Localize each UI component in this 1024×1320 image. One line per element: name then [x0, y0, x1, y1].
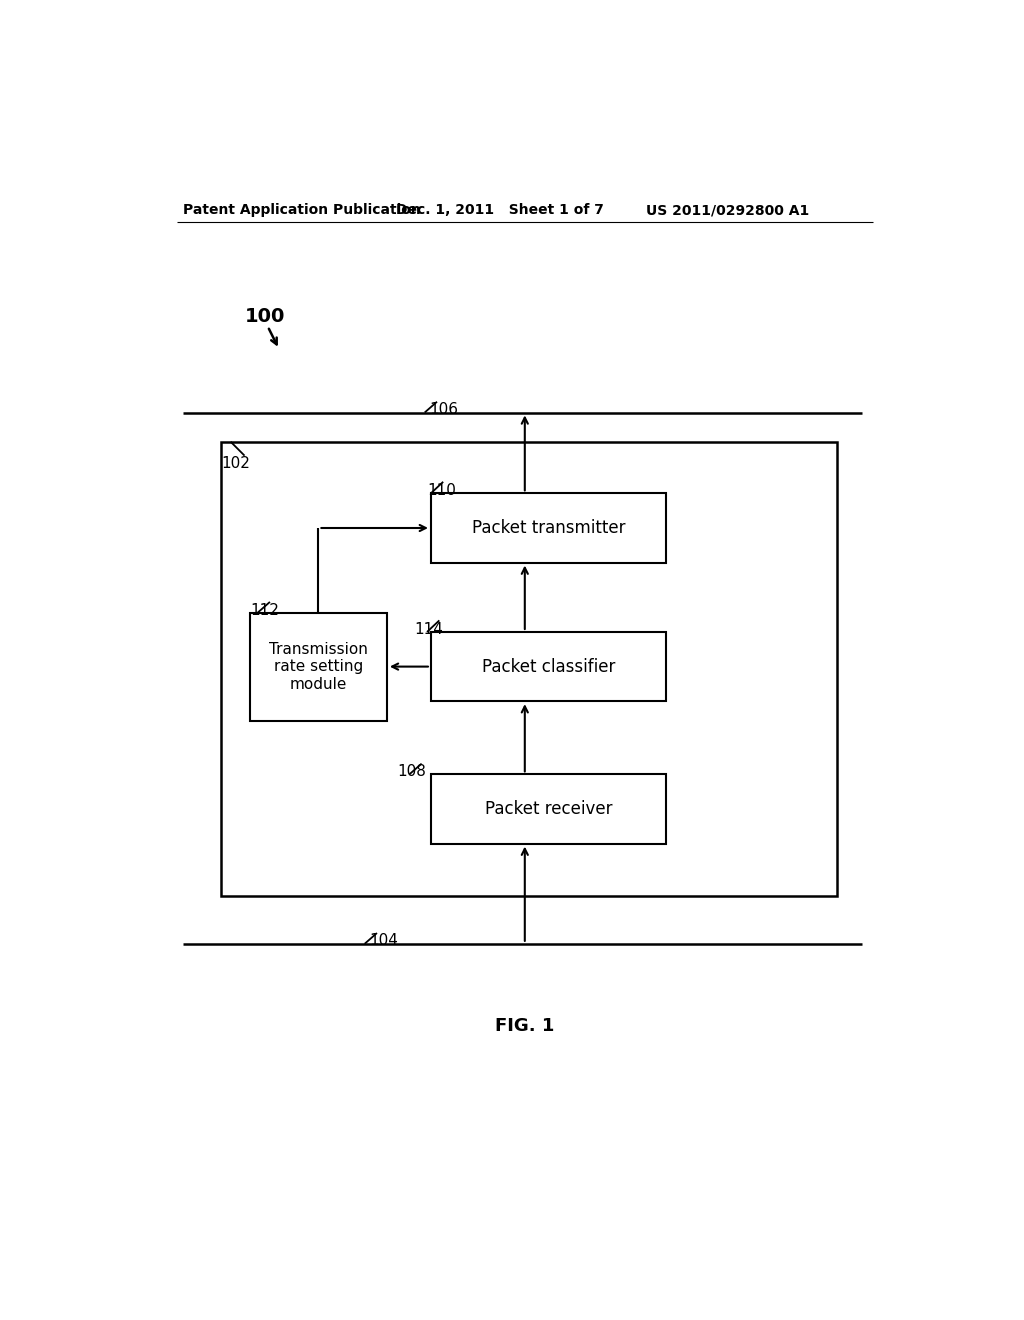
- Text: 104: 104: [370, 933, 398, 948]
- Text: Transmission
rate setting
module: Transmission rate setting module: [269, 642, 368, 692]
- Bar: [431, 494, 666, 562]
- Text: 102: 102: [221, 457, 250, 471]
- Text: Patent Application Publication: Patent Application Publication: [183, 203, 421, 216]
- Text: US 2011/0292800 A1: US 2011/0292800 A1: [646, 203, 810, 216]
- Text: 112: 112: [251, 603, 280, 618]
- Text: 114: 114: [414, 622, 442, 638]
- Text: 106: 106: [429, 401, 459, 417]
- Bar: [431, 632, 666, 701]
- Bar: [431, 775, 666, 843]
- Text: FIG. 1: FIG. 1: [496, 1016, 554, 1035]
- Text: Packet receiver: Packet receiver: [484, 800, 612, 818]
- Text: Packet classifier: Packet classifier: [481, 657, 615, 676]
- Bar: [221, 442, 838, 896]
- Text: Dec. 1, 2011   Sheet 1 of 7: Dec. 1, 2011 Sheet 1 of 7: [396, 203, 604, 216]
- Bar: [250, 612, 387, 721]
- Text: 100: 100: [245, 308, 285, 326]
- Text: 110: 110: [427, 483, 456, 499]
- Text: Packet transmitter: Packet transmitter: [471, 519, 625, 537]
- Text: 108: 108: [397, 764, 426, 779]
